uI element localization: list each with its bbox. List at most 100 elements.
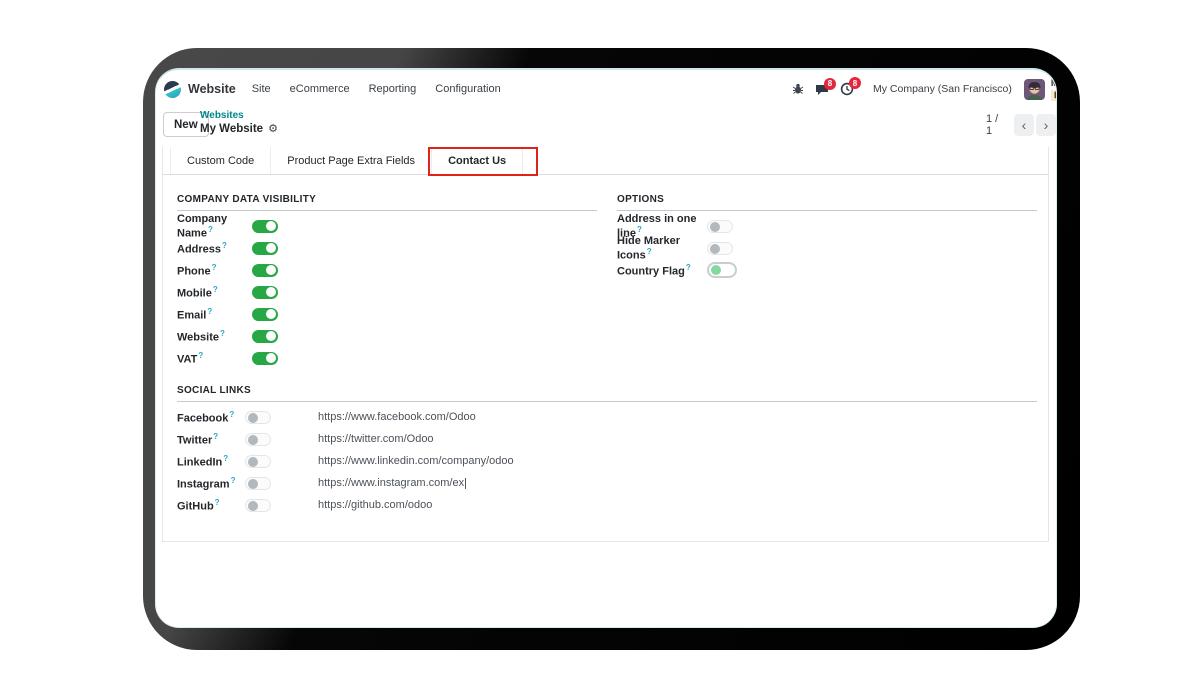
avatar-image	[1023, 78, 1045, 100]
field-label: Instagram	[177, 478, 230, 491]
browser-screen: Website Site eCommerce Reporting Configu…	[155, 68, 1057, 628]
breadcrumb-websites-link[interactable]: Websites	[200, 110, 244, 121]
help-icon[interactable]: ?	[198, 350, 204, 360]
user-name: Mitchell Admin	[1051, 78, 1056, 89]
pager: 1 / 1 ‹ ›	[986, 113, 1056, 137]
field-label: Address	[177, 243, 222, 256]
github-url-text: https://github.com/odoo	[318, 499, 433, 511]
help-icon[interactable]: ?	[646, 246, 652, 256]
top-navbar: Website Site eCommerce Reporting Configu…	[156, 70, 1056, 108]
field-label: Hide Marker Icons	[617, 234, 680, 262]
help-icon[interactable]: ?	[219, 328, 225, 338]
github-url-input[interactable]: https://github.com/odoo	[318, 499, 432, 511]
section-company-data-visibility: COMPANY DATA VISIBILITY Company Name? Ad…	[177, 194, 597, 369]
toggle-website[interactable]	[252, 329, 278, 343]
field-label: VAT	[177, 353, 198, 366]
clock-icon	[840, 82, 854, 96]
instagram-url-input[interactable]: https://www.instagram.com/ex	[318, 477, 467, 489]
section-title: OPTIONS	[617, 194, 665, 205]
toggle-address-in-one-line[interactable]	[707, 219, 733, 233]
section-options: OPTIONS Address in one line? Hide Marker…	[617, 194, 1037, 281]
toggle-linkedin[interactable]	[245, 454, 271, 468]
setting-row: Mobile?	[177, 281, 597, 303]
pager-previous-button[interactable]: ‹	[1014, 114, 1034, 136]
help-icon[interactable]: ?	[230, 475, 236, 485]
messages-icon[interactable]: 8	[815, 77, 836, 96]
toggle-github[interactable]	[245, 498, 271, 512]
toggle-mobile[interactable]	[252, 285, 278, 299]
toggle-twitter[interactable]	[245, 432, 271, 446]
toggle-address[interactable]	[252, 241, 278, 255]
section-title: COMPANY DATA VISIBILITY	[177, 194, 317, 205]
contact-us-tab-content: COMPANY DATA VISIBILITY Company Name? Ad…	[163, 175, 1048, 541]
twitter-url-text: https://twitter.com/Odoo	[318, 433, 434, 445]
help-icon[interactable]: ?	[223, 453, 229, 463]
help-icon[interactable]: ?	[222, 240, 227, 250]
divider	[177, 210, 597, 211]
setting-row: Address?	[177, 237, 597, 259]
help-icon[interactable]: ?	[214, 497, 220, 507]
help-icon[interactable]: ?	[229, 409, 235, 419]
help-icon[interactable]: ?	[213, 431, 219, 441]
bug-icon[interactable]	[792, 83, 804, 95]
setting-row: Country Flag?	[617, 259, 1037, 281]
notebook-tabs: Custom Code Product Page Extra Fields Co…	[163, 147, 1048, 176]
help-icon[interactable]: ?	[211, 262, 217, 272]
menu-ecommerce[interactable]: eCommerce	[289, 83, 350, 95]
tab-contact-us-label: Contact Us	[448, 154, 507, 167]
section-social-links: SOCIAL LINKS Facebook? https://www.faceb…	[177, 385, 1037, 516]
field-label: Company Name	[177, 212, 228, 240]
pager-next-button[interactable]: ›	[1036, 114, 1056, 136]
facebook-url-text: https://www.facebook.com/Odoo	[318, 411, 476, 423]
main-menu: Website Site eCommerce Reporting Configu…	[164, 70, 520, 108]
pager-value: 1 / 1	[986, 113, 999, 137]
systray: 8 8 My Company (San Francisco)	[792, 70, 1056, 108]
field-label: Country Flag	[617, 265, 685, 278]
company-switcher[interactable]: My Company (San Francisco)	[873, 83, 1012, 95]
section-title: SOCIAL LINKS	[177, 385, 251, 396]
toggle-instagram[interactable]	[245, 476, 271, 490]
database-badge: newtest	[1050, 89, 1056, 101]
settings-sheet: Custom Code Product Page Extra Fields Co…	[162, 147, 1049, 542]
setting-row: VAT?	[177, 347, 597, 369]
field-label: Facebook	[177, 412, 229, 425]
help-icon[interactable]: ?	[685, 262, 691, 272]
field-label: LinkedIn	[177, 456, 223, 469]
tab-contact-us[interactable]: Contact Us	[428, 147, 539, 176]
toggle-vat[interactable]	[252, 351, 278, 365]
tab-product-page-extra-fields[interactable]: Product Page Extra Fields	[270, 147, 431, 174]
menu-site[interactable]: Site	[251, 83, 271, 95]
twitter-url-input[interactable]: https://twitter.com/Odoo	[318, 433, 434, 445]
menu-reporting[interactable]: Reporting	[368, 83, 417, 95]
setting-row: Instagram? https://www.instagram.com/ex	[177, 472, 1037, 494]
facebook-url-input[interactable]: https://www.facebook.com/Odoo	[318, 411, 476, 423]
new-button[interactable]: New	[163, 112, 209, 137]
breadcrumb: Websites My Website ⚙	[200, 110, 278, 136]
website-app-icon[interactable]	[164, 80, 181, 98]
app-menu-website[interactable]: Website	[188, 82, 236, 96]
setting-row: Twitter? https://twitter.com/Odoo	[177, 428, 1037, 450]
setting-row: GitHub? https://github.com/odoo	[177, 494, 1037, 516]
toggle-hide-marker-icons[interactable]	[707, 241, 733, 255]
help-icon[interactable]: ?	[207, 224, 213, 234]
field-label: Address in one line	[617, 212, 697, 240]
toggle-facebook[interactable]	[245, 410, 271, 424]
divider	[177, 401, 1037, 402]
toggle-email[interactable]	[252, 307, 278, 321]
menu-configuration[interactable]: Configuration	[435, 83, 501, 95]
action-gear-icon[interactable]: ⚙	[268, 123, 278, 135]
help-icon[interactable]: ?	[212, 284, 218, 294]
database-icon	[1054, 91, 1056, 99]
field-label: Website	[177, 331, 219, 344]
toggle-country-flag[interactable]	[707, 262, 737, 278]
user-menu[interactable]: Mitchell Admin newtest	[1050, 78, 1056, 101]
help-icon[interactable]: ?	[636, 224, 642, 234]
control-panel: New Websites My Website ⚙ 1 / 1 ‹ ›	[156, 108, 1056, 144]
help-icon[interactable]: ?	[207, 306, 213, 316]
toggle-phone[interactable]	[252, 263, 278, 277]
linkedin-url-input[interactable]: https://www.linkedin.com/company/odoo	[318, 455, 514, 467]
avatar[interactable]	[1023, 78, 1045, 100]
activities-icon[interactable]: 8	[840, 77, 861, 96]
tab-custom-code[interactable]: Custom Code	[170, 147, 270, 174]
toggle-company-name[interactable]	[252, 219, 278, 233]
